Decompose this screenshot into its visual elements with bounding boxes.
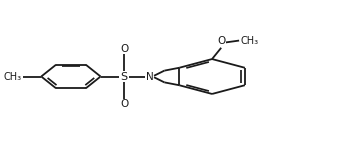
Text: O: O (217, 36, 226, 46)
Text: O: O (120, 99, 128, 109)
Text: O: O (120, 44, 128, 54)
Text: N: N (146, 71, 153, 82)
Text: CH₃: CH₃ (4, 71, 22, 82)
Text: S: S (120, 71, 128, 82)
Text: CH₃: CH₃ (240, 35, 258, 46)
